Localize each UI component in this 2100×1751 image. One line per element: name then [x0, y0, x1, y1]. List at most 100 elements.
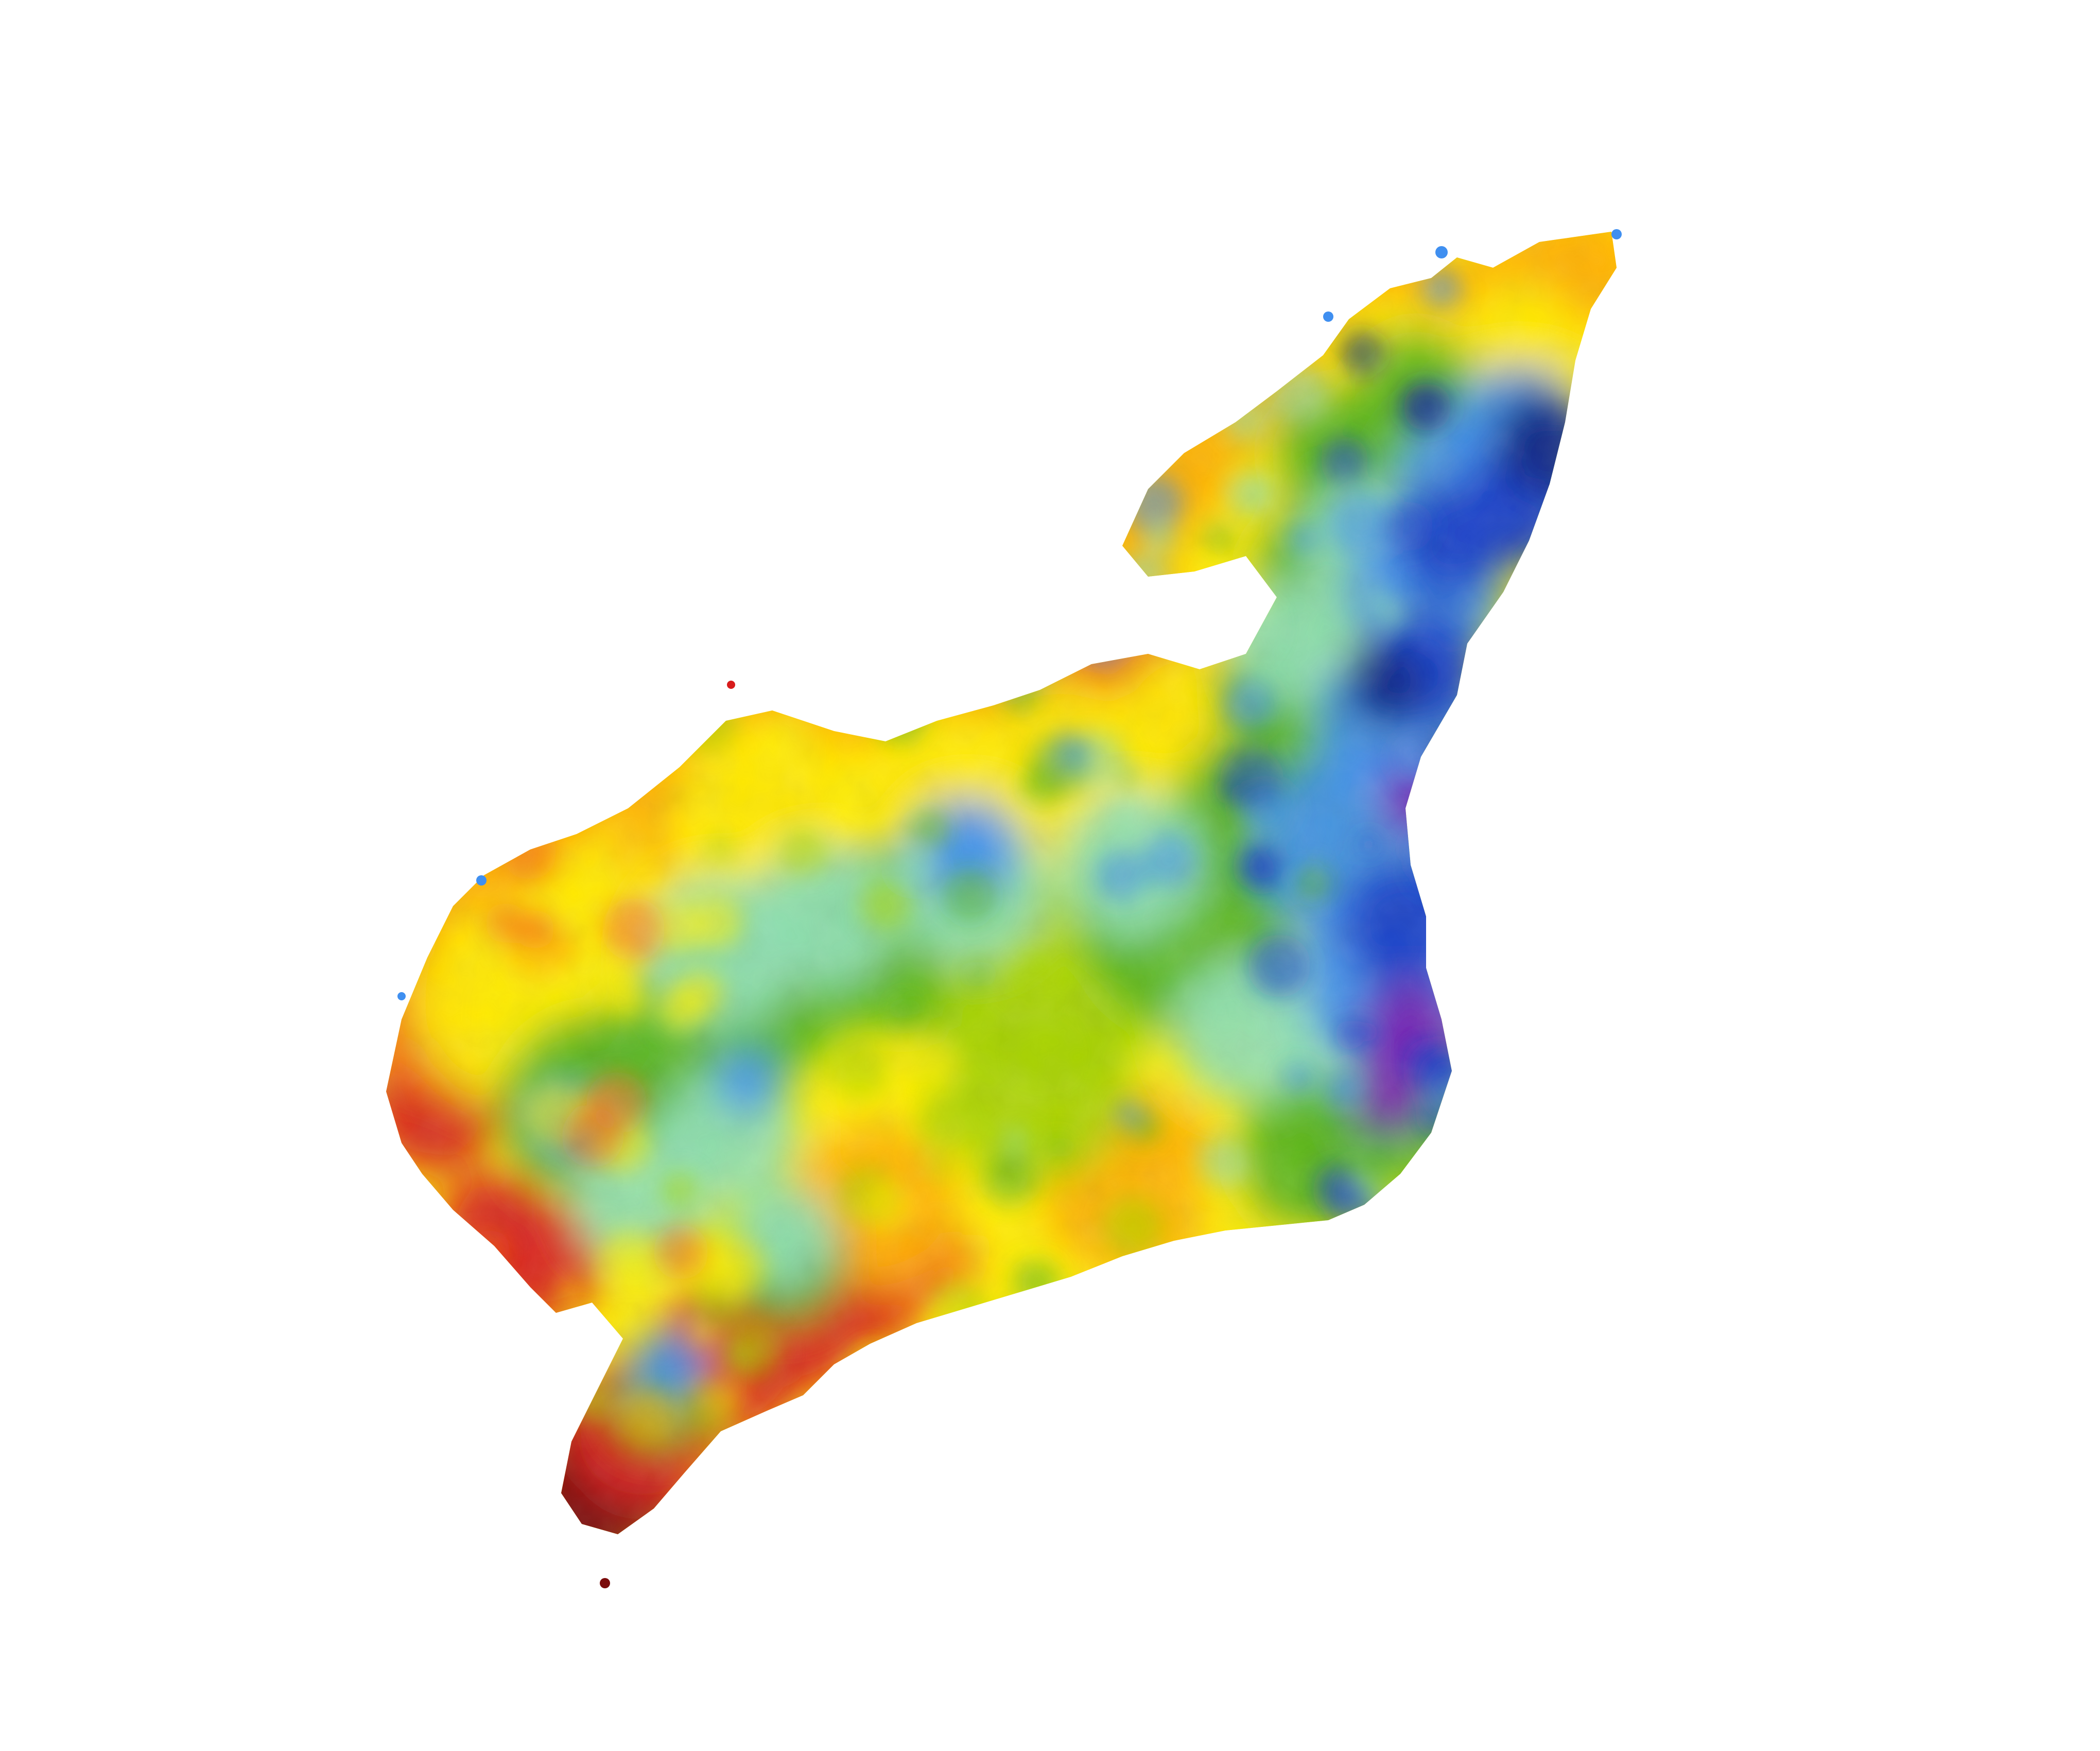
heatmap-speckle [1424, 1459, 1487, 1522]
heatmap-speckle [420, 380, 449, 409]
heatmap-speckle [1236, 1260, 1268, 1292]
heatmap-speckle [1008, 1366, 1048, 1407]
heatmap-speckle [1101, 1382, 1136, 1417]
heatmap-speckle [1130, 1326, 1156, 1352]
heatmap-speckle [1427, 734, 1461, 768]
heatmap-speckle [1018, 1336, 1054, 1372]
heatmap-speckle [1003, 618, 1067, 682]
heatmap-speckle [1086, 572, 1114, 600]
heatmap-speckle [652, 343, 676, 368]
heatmap-speckle [847, 255, 912, 320]
heatmap-speckle [993, 267, 1057, 332]
heatmap-speckle [468, 405, 504, 441]
island-mark [397, 992, 406, 1000]
heatmap-speckle [561, 232, 617, 284]
heatmap-speckle [912, 1460, 942, 1490]
heatmap-speckle [398, 713, 438, 752]
heatmap-speckle [505, 411, 571, 478]
heatmap-speckle [439, 1235, 465, 1261]
heatmap-speckle [588, 665, 650, 728]
heatmap-speckle [575, 281, 617, 323]
heatmap-speckle [832, 1442, 874, 1483]
heatmap-speckle [412, 577, 447, 612]
heatmap-speckle [883, 491, 938, 545]
heatmap-speckle [1415, 1240, 1470, 1295]
heatmap-speckle [1165, 242, 1227, 305]
heatmap-speckle [945, 232, 1005, 284]
heatmap-speckle [1025, 262, 1062, 299]
heatmap-speckle [501, 402, 527, 429]
island-mark [1435, 246, 1448, 258]
heatmap-speckle [950, 1310, 1004, 1363]
island-mark [727, 681, 735, 689]
heatmap-speckle [615, 248, 681, 314]
heatmap-speckle [600, 665, 654, 718]
heatmap-speckle [1020, 460, 1071, 511]
heatmap-speckle [419, 1313, 459, 1353]
heatmap-speckle [1175, 1364, 1220, 1409]
heatmap-speckle [1081, 576, 1136, 631]
heatmap-speckle [694, 588, 734, 629]
islands [397, 229, 1622, 1588]
heatmap-speckle [412, 319, 437, 344]
heatmap-speckle [560, 637, 598, 675]
heatmap-speckle [493, 582, 553, 642]
heatmap-speckle [1078, 614, 1129, 665]
heatmap-speckle [1140, 1494, 1198, 1534]
heatmap-speckle [951, 1374, 982, 1405]
heatmap-speckle [1210, 273, 1238, 300]
heatmap-speckle [733, 373, 785, 426]
heatmap-speckle [911, 1415, 934, 1438]
heatmap-speckle [786, 504, 840, 558]
heatmap-speckle [652, 392, 704, 444]
heatmap-speckle [433, 659, 493, 719]
heatmap-speckle [494, 1369, 531, 1407]
heatmap-speckle [965, 393, 987, 414]
island-mark [1323, 311, 1333, 322]
heatmap-speckle [593, 285, 626, 318]
heatmap-speckle [1121, 1413, 1177, 1469]
island-mark [476, 875, 487, 886]
heatmap-speckle [1103, 1387, 1135, 1419]
heatmap-speckle [453, 642, 503, 691]
heatmap-speckle [975, 530, 1001, 556]
heatmap-speckle [1108, 391, 1156, 439]
heatmap-speckle [1104, 301, 1153, 349]
heatmap-speckle [463, 1368, 484, 1390]
heatmap-speckle [710, 346, 748, 384]
heatmap-speckle [1367, 1232, 1431, 1296]
heatmap-speckle [580, 622, 606, 648]
heatmap-speckle [1099, 1423, 1139, 1463]
heatmap-speckle [1365, 1236, 1403, 1274]
heatmap-speckle [1048, 1482, 1105, 1534]
heatmap-speckle [626, 544, 673, 593]
heatmap-speckle [727, 581, 762, 616]
heatmap-speckle [1131, 1285, 1186, 1340]
heatmap-speckle [1192, 1348, 1229, 1386]
heatmap-speckle [1131, 1281, 1188, 1340]
heatmap-speckle [1085, 1405, 1135, 1454]
heatmap-speckle [950, 1460, 1012, 1522]
heatmap-speckle [849, 286, 913, 350]
heatmap-speckle [1411, 821, 1467, 877]
heatmap-speckle [978, 263, 1014, 299]
heatmap-speckle [544, 785, 586, 827]
island-mark [1611, 229, 1622, 239]
heatmap-speckle [953, 264, 1000, 311]
heatmap-speckle [590, 409, 647, 466]
heatmap-speckle [805, 438, 844, 478]
island-mark [600, 1578, 610, 1588]
heatmap-speckle [751, 233, 801, 282]
heatmap-speckle [906, 1490, 968, 1534]
heatmap-speckle [649, 669, 692, 713]
heatmap-speckle [692, 570, 717, 596]
heatmap-speckle [491, 1480, 549, 1534]
heatmap-speckle [1203, 614, 1232, 642]
heatmap-speckle [1234, 1295, 1285, 1345]
heatmap-speckle [1372, 1204, 1429, 1261]
heatmap-speckle [483, 539, 525, 581]
